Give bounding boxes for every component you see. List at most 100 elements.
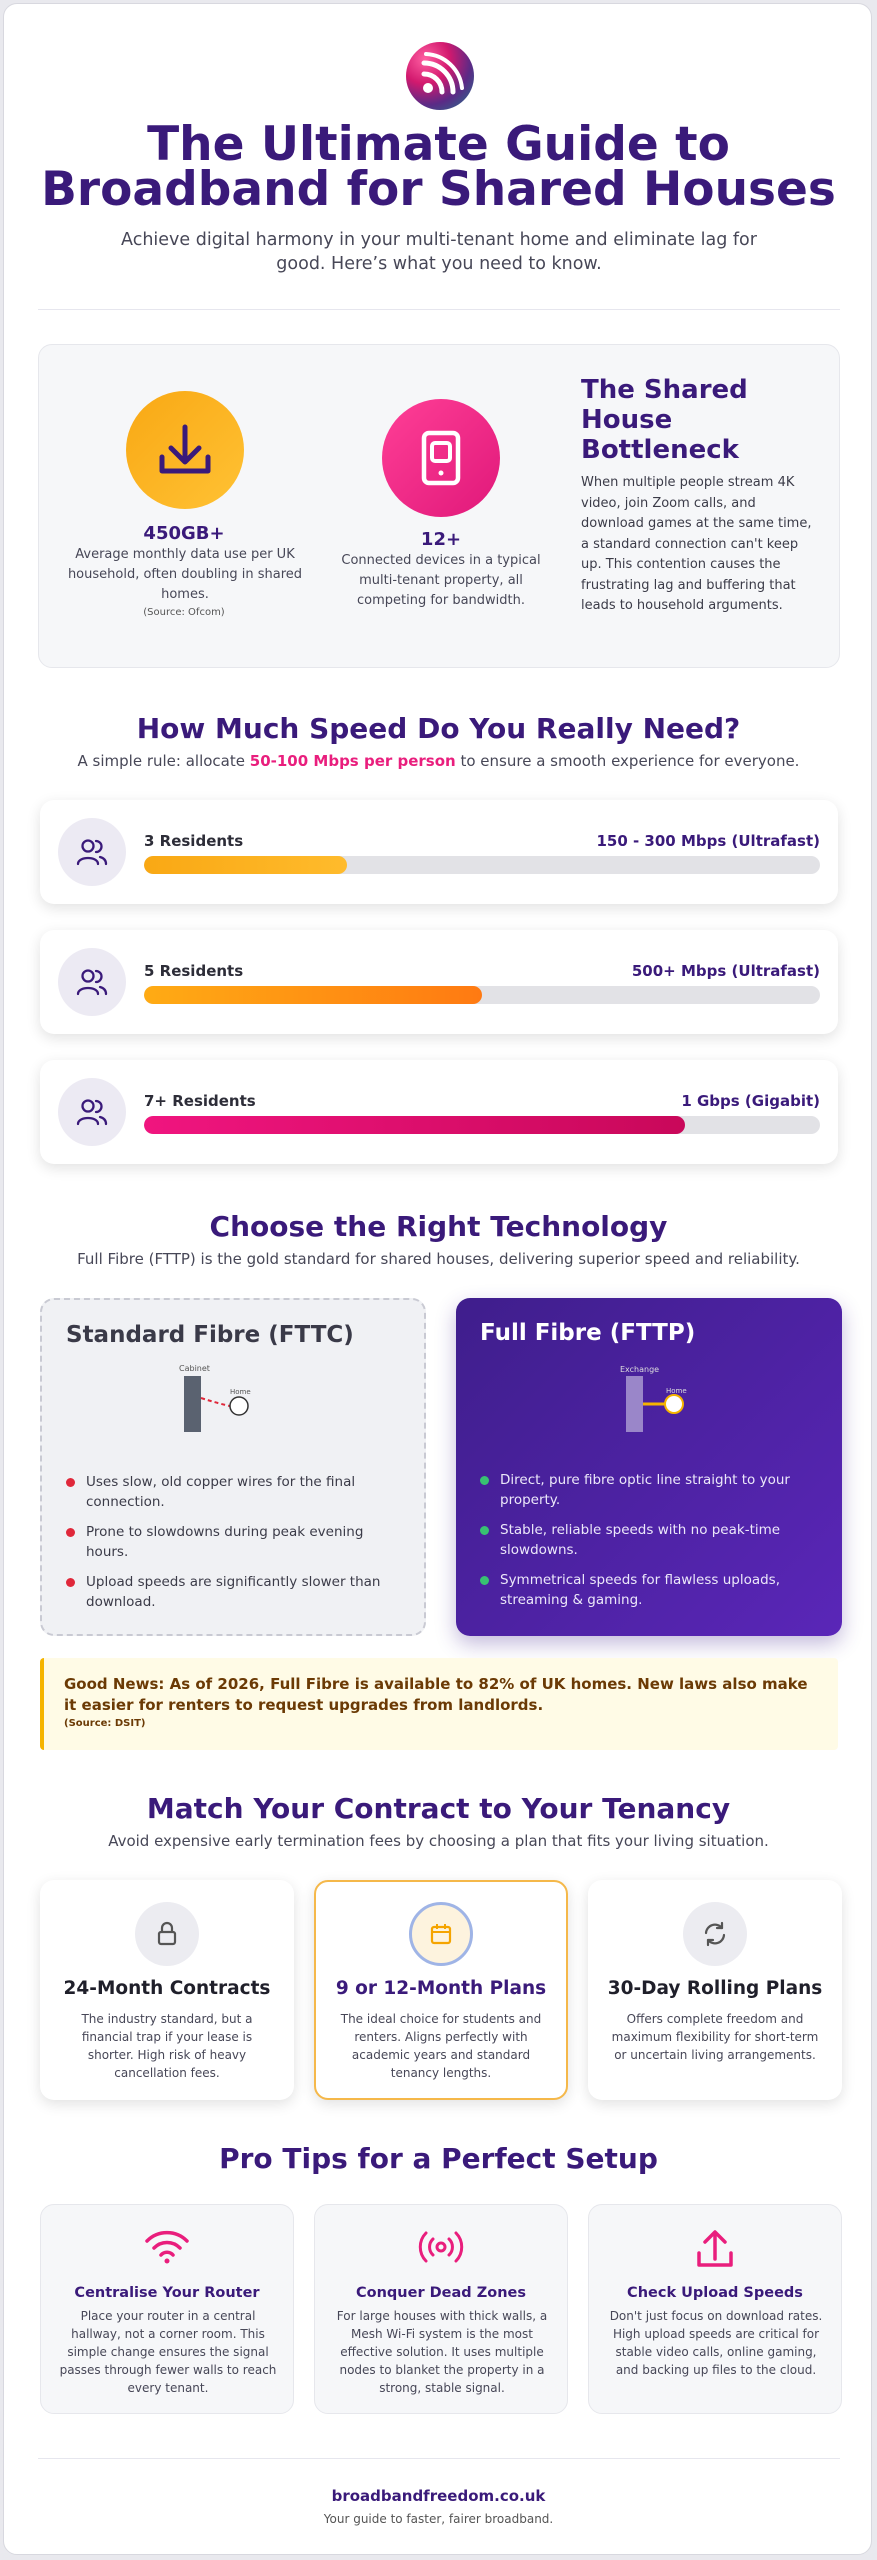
residents-label: 7+ Residents [144, 1092, 256, 1110]
contract-title: 24-Month Contracts [63, 1978, 271, 1999]
speed-subtitle-highlight: 50-100 Mbps per person [249, 752, 456, 770]
title-line-1: The Ultimate Guide to [147, 117, 730, 172]
contracts-section-subtitle: Avoid expensive early termination fees b… [108, 1832, 769, 1850]
tip-card-dead-zones: Conquer Dead Zones For large houses with… [314, 2204, 568, 2414]
fttp-point-text: Stable, reliable speeds with no peak-tim… [500, 1522, 781, 1558]
infographic-page: The Ultimate Guide to Broadband for Shar… [3, 3, 872, 2555]
fttc-points: Uses slow, old copper wires for the fina… [66, 1472, 406, 1622]
contract-title: 9 or 12-Month Plans [335, 1978, 547, 1999]
tip-card-router: Centralise Your Router Place your router… [40, 2204, 294, 2414]
fttc-diagram: Cabinet Home [179, 1364, 251, 1432]
contract-title: 30-Day Rolling Plans [607, 1978, 823, 1999]
footer-divider [38, 2458, 840, 2459]
speed-bar-track [144, 1116, 820, 1134]
fttc-point: Upload speeds are significantly slower t… [66, 1572, 406, 1612]
wifi-logo-icon [406, 42, 474, 110]
tip-description: Place your router in a central hallway, … [59, 2309, 277, 2395]
good-news-callout: Good News: As of 2026, Full Fibre is ava… [40, 1658, 838, 1750]
technology-section-title: Choose the Right Technology [209, 1210, 668, 1243]
speed-bar-track [144, 856, 820, 874]
fttc-point-text: Uses slow, old copper wires for the fina… [86, 1474, 356, 1510]
stat-devices-value: 12+ [420, 529, 462, 550]
tablet-icon [382, 399, 500, 517]
contract-description: Offers complete freedom and maximum flex… [611, 2012, 819, 2062]
residents-card-7: 7+ Residents 1 Gbps (Gigabit) [40, 1060, 838, 1164]
stat-data-usage-source: (Source: Ofcom) [143, 607, 225, 618]
residents-label: 3 Residents [144, 832, 244, 850]
stat-data-usage-description: Average monthly data use per UK househol… [67, 547, 303, 602]
refresh-icon [683, 1902, 747, 1966]
speed-subtitle-text-end: to ensure a smooth experience for everyo… [455, 752, 800, 770]
speed-bar-track [144, 986, 820, 1004]
speed-bar-fill [144, 856, 347, 874]
fttp-card: Full Fibre (FTTP) Exchange Home Direct, … [456, 1298, 842, 1636]
wifi-icon [145, 2230, 189, 2264]
fttc-point-text: Upload speeds are significantly slower t… [86, 1574, 381, 1610]
residents-speed: 500+ Mbps (Ultrafast) [631, 962, 820, 980]
footer-url[interactable]: broadbandfreedom.co.uk [331, 2487, 546, 2505]
fttc-point-text: Prone to slowdowns during peak evening h… [86, 1524, 364, 1560]
fttc-diagram-from-label: Cabinet [179, 1364, 210, 1373]
good-news-text: Good News: As of 2026, Full Fibre is ava… [64, 1675, 808, 1714]
fttc-point: Uses slow, old copper wires for the fina… [66, 1472, 406, 1512]
fttp-title: Full Fibre (FTTP) [480, 1320, 696, 1346]
bottleneck-section: 450GB+ Average monthly data use per UK h… [38, 344, 840, 668]
tip-card-upload: Check Upload Speeds Don't just focus on … [588, 2204, 842, 2414]
page-subtitle: Achieve digital harmony in your multi-te… [121, 230, 757, 274]
tip-description: Don't just focus on download rates. High… [609, 2309, 823, 2377]
users-icon [58, 1078, 126, 1146]
fttc-title: Standard Fibre (FTTC) [66, 1322, 354, 1348]
speed-section-title: How Much Speed Do You Really Need? [136, 712, 741, 745]
fttp-point-text: Symmetrical speeds for flawless uploads,… [500, 1572, 780, 1608]
title-line-2: Broadband for Shared Houses [41, 162, 836, 217]
page-title: The Ultimate Guide to Broadband for Shar… [4, 121, 871, 213]
users-icon [58, 948, 126, 1016]
header-divider [38, 309, 840, 310]
contracts-section-title: Match Your Contract to Your Tenancy [146, 1792, 731, 1825]
technology-section-subtitle: Full Fibre (FTTP) is the gold standard f… [77, 1250, 800, 1268]
users-icon [58, 818, 126, 886]
residents-label: 5 Residents [144, 962, 244, 980]
speed-bar-fill [144, 1116, 685, 1134]
tip-title: Check Upload Speeds [627, 2285, 803, 2301]
red-dot-icon [66, 1528, 75, 1537]
contract-card-24-month: 24-Month Contracts The industry standard… [40, 1880, 294, 2100]
speed-bar-fill [144, 986, 482, 1004]
residents-speed: 1 Gbps (Gigabit) [681, 1092, 820, 1110]
tips-section-title: Pro Tips for a Perfect Setup [219, 2142, 658, 2175]
tip-description: For large houses with thick walls, a Mes… [336, 2309, 548, 2395]
fttp-points: Direct, pure fibre optic line straight t… [480, 1470, 820, 1620]
fttc-card: Standard Fibre (FTTC) Cabinet Home Uses … [40, 1298, 426, 1636]
green-dot-icon [480, 1526, 489, 1535]
fttp-point: Symmetrical speeds for flawless uploads,… [480, 1570, 820, 1610]
contract-card-9-12-month: 9 or 12-Month Plans The ideal choice for… [314, 1880, 568, 2100]
stat-devices-description: Connected devices in a typical multi-ten… [341, 553, 541, 608]
fttp-diagram: Exchange Home [620, 1365, 687, 1432]
bottleneck-title: The Shared House Bottleneck [581, 375, 748, 465]
fttp-point: Stable, reliable speeds with no peak-tim… [480, 1520, 820, 1560]
green-dot-icon [480, 1476, 489, 1485]
speed-section-subtitle: A simple rule: allocate 50-100 Mbps per … [4, 752, 871, 770]
good-news-source: (Source: DSIT) [64, 1718, 146, 1729]
lock-icon [135, 1902, 199, 1966]
residents-speed: 150 - 300 Mbps (Ultrafast) [596, 832, 820, 850]
tip-title: Conquer Dead Zones [355, 2285, 526, 2301]
fttp-diagram-from-label: Exchange [620, 1365, 659, 1374]
download-icon [126, 391, 244, 509]
fttp-point-text: Direct, pure fibre optic line straight t… [500, 1472, 790, 1508]
fttc-point: Prone to slowdowns during peak evening h… [66, 1522, 406, 1562]
residents-card-5: 5 Residents 500+ Mbps (Ultrafast) [40, 930, 838, 1034]
residents-card-3: 3 Residents 150 - 300 Mbps (Ultrafast) [40, 800, 838, 904]
stat-data-usage-value: 450GB+ [143, 523, 225, 544]
green-dot-icon [480, 1576, 489, 1585]
tip-title: Centralise Your Router [74, 2285, 260, 2301]
contract-description: The industry standard, but a financial t… [81, 2012, 253, 2080]
red-dot-icon [66, 1578, 75, 1587]
contract-description: The ideal choice for students and renter… [340, 2012, 542, 2080]
speed-subtitle-text: A simple rule: allocate [77, 752, 250, 770]
red-dot-icon [66, 1478, 75, 1487]
fttc-diagram-to-label: Home [230, 1388, 251, 1396]
footer-tagline: Your guide to faster, fairer broadband. [323, 2512, 554, 2526]
fttp-diagram-to-label: Home [666, 1387, 687, 1395]
bottleneck-body: When multiple people stream 4K video, jo… [581, 475, 812, 613]
